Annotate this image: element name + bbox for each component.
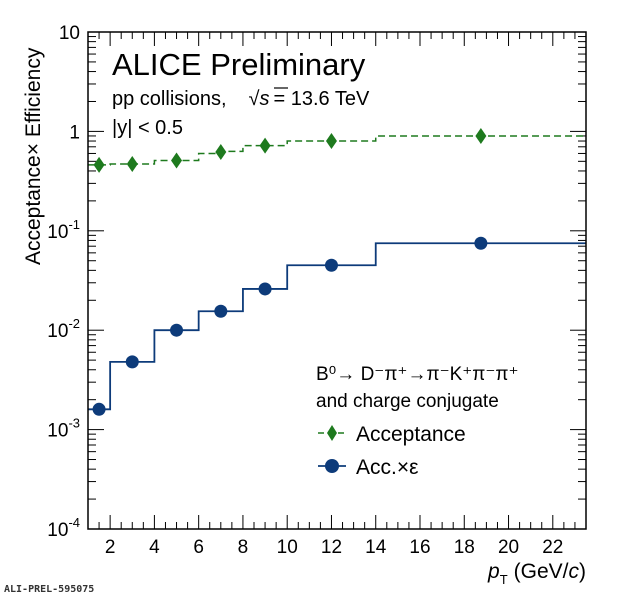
y-tick-label: 1 (69, 122, 80, 143)
x-tick-label: 6 (193, 537, 204, 558)
y-tick-base: 10 (47, 321, 68, 342)
series-acceptance-step (88, 135, 586, 166)
x-axis-label-p: p (487, 560, 500, 583)
acceptance-point (215, 144, 227, 161)
plot-frame (87, 31, 587, 530)
y-tick-exp: -4 (68, 515, 80, 530)
acceff-point (92, 402, 106, 416)
y-tick-exp: -1 (68, 217, 80, 232)
x-axis-label-sub: T (500, 572, 508, 587)
x-tick-label: 18 (454, 537, 475, 558)
x-axis-label-unit-c: c (569, 560, 580, 583)
y-tick-base: 1 (69, 122, 80, 143)
x-tick-label: 4 (149, 537, 160, 558)
x-tick-label: 20 (498, 537, 519, 558)
x-tick-label: 10 (277, 537, 298, 558)
rapidity-annotation: |y| < 0.5 (112, 117, 183, 139)
acceff-point (125, 355, 139, 369)
x-tick-label: 8 (238, 537, 249, 558)
legend-acceff-label: Acc.×ε (356, 456, 418, 479)
footer-id: ALI-PREL-595075 (4, 584, 95, 595)
y-tick-exp: -2 (68, 316, 80, 331)
x-axis-label-unit-close: ) (579, 560, 586, 583)
chart-title: ALICE Preliminary (112, 47, 366, 82)
energy-s: s (260, 88, 270, 110)
acceff-point (324, 258, 338, 272)
y-tick-exp: -3 (68, 416, 80, 431)
legend-header-2: and charge conjugate (316, 391, 499, 412)
acceptance-point (126, 155, 138, 172)
y-tick-base: 10 (47, 421, 68, 442)
y-tick-base: 10 (47, 222, 68, 243)
x-axis-label: pT (GeV/c) (487, 560, 586, 587)
x-tick-label: 14 (365, 537, 387, 558)
y-axis-label: Acceptance× Efficiency (22, 47, 45, 265)
y-tick-label: 10-4 (47, 515, 80, 541)
y-tick-label: 10-2 (47, 316, 80, 342)
legend-acceff-marker (325, 459, 339, 473)
legend: B⁰→ D⁻π⁺→π⁻K⁺π⁻π⁺ and charge conjugate A… (316, 364, 519, 479)
y-tick-label: 10 (59, 23, 80, 44)
y-tick-label: 10-3 (47, 416, 80, 442)
acceff-point (170, 323, 184, 337)
x-axis-label-unit-open: (GeV/ (514, 560, 569, 583)
energy-value: = 13.6 TeV (274, 88, 370, 110)
acceptance-point (475, 127, 487, 144)
y-tick-label: 10-1 (47, 217, 80, 243)
x-tick-label: 16 (409, 537, 430, 558)
x-tick-labels: 2 4 6 8 10 12 14 16 18 20 22 (105, 537, 564, 558)
acceptance-point (171, 152, 183, 169)
series-layer (88, 127, 586, 416)
x-tick-label: 12 (321, 537, 342, 558)
acceff-point (474, 236, 488, 250)
axis-ticks (87, 31, 587, 530)
system-prefix: pp collisions, (112, 88, 227, 110)
acceff-point (258, 282, 272, 296)
legend-acceptance-label: Acceptance (356, 423, 466, 446)
acceff-point (214, 304, 228, 318)
x-tick-label: 22 (542, 537, 563, 558)
acceptance-point (259, 137, 271, 154)
legend-acceptance-marker (327, 425, 337, 441)
sqrt-symbol: √ (249, 88, 260, 110)
x-tick-label: 2 (105, 537, 116, 558)
legend-header-1: B⁰→ D⁻π⁺→π⁻K⁺π⁻π⁺ (316, 364, 519, 385)
y-tick-base: 10 (47, 520, 68, 541)
acceptance-point (93, 156, 105, 173)
y-tick-base: 10 (59, 23, 80, 44)
system-annotation: pp collisions, √s = 13.6 TeV (112, 88, 370, 110)
acceptance-point (325, 133, 337, 150)
